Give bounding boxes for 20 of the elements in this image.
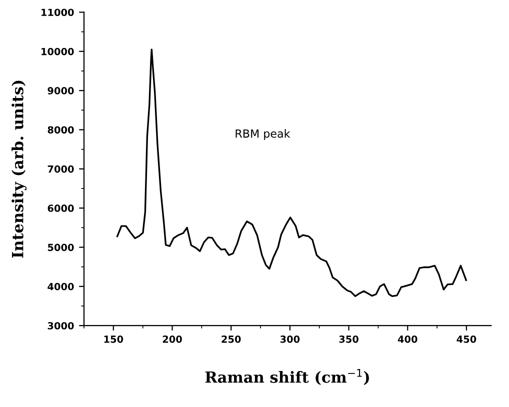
y-tick-label: 7000 bbox=[48, 165, 74, 173]
y-tick-label: 5000 bbox=[48, 244, 74, 252]
y-tick-label: 4000 bbox=[48, 282, 74, 290]
x-tick-label: 200 bbox=[162, 335, 182, 343]
x-tick-label: 150 bbox=[104, 335, 124, 343]
y-tick-label: 9000 bbox=[48, 87, 74, 94]
x-axis-title: Raman shift (cm$^{−1}$) bbox=[205, 369, 369, 386]
line-series bbox=[116, 48, 467, 298]
y-tick-label: 6000 bbox=[48, 204, 74, 212]
annotation: RBM peak bbox=[236, 129, 290, 140]
x-tick-label: 350 bbox=[339, 335, 358, 343]
y-tick-label: 8000 bbox=[48, 126, 74, 134]
y-tick-label: 10000 bbox=[42, 48, 74, 56]
x-tick-label: 250 bbox=[222, 335, 241, 343]
y-tick-label: 11000 bbox=[42, 8, 74, 16]
x-tick-label: 400 bbox=[398, 335, 418, 343]
x-tick-label: 300 bbox=[280, 335, 300, 343]
x-tick-label: 450 bbox=[456, 335, 476, 343]
y-tick-label: 3000 bbox=[48, 322, 74, 330]
y-axis-title: Intensity (arb. units) bbox=[12, 80, 27, 258]
